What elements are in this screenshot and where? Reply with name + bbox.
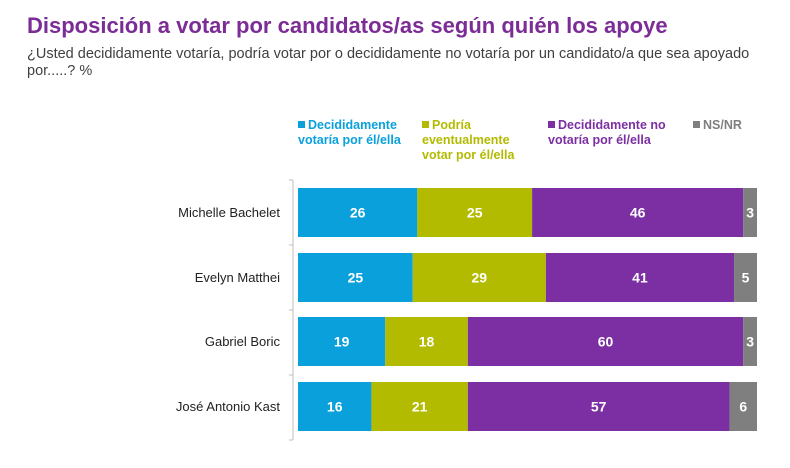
bar-segment bbox=[734, 253, 757, 302]
data-label: 46 bbox=[630, 205, 646, 221]
legend-item-decididamente-votaria: Decididamente votaría por él/ella bbox=[298, 118, 416, 148]
data-label: 3 bbox=[746, 334, 754, 350]
category-label: Evelyn Matthei bbox=[194, 269, 280, 285]
legend-swatch bbox=[298, 121, 305, 128]
bar-segment bbox=[385, 317, 468, 366]
data-label: 3 bbox=[746, 205, 754, 221]
bar-segment bbox=[298, 253, 413, 302]
data-label: 26 bbox=[350, 205, 366, 221]
bar-segment bbox=[298, 382, 372, 431]
chart-title: Disposición a votar por candidatos/as se… bbox=[27, 13, 668, 38]
legend-label: Decididamente votaría por él/ella bbox=[298, 118, 401, 147]
bar-segment bbox=[298, 188, 418, 237]
legend-item-no-votaria: Decididamente no votaría por él/ella bbox=[548, 118, 688, 148]
data-label: 6 bbox=[739, 399, 747, 415]
bar-segment bbox=[545, 253, 735, 302]
data-label: 25 bbox=[348, 270, 364, 286]
bar-segment bbox=[743, 188, 757, 237]
data-label: 41 bbox=[632, 270, 648, 286]
bar-segment bbox=[467, 382, 730, 431]
chart-subtitle: ¿Usted decididamente votaría, podría vot… bbox=[27, 46, 750, 79]
category-label: Gabriel Boric bbox=[204, 333, 280, 349]
bar-segment bbox=[412, 253, 546, 302]
category-label: Michelle Bachelet bbox=[178, 204, 280, 220]
legend-item-podria-votar: Podría eventualmente votar por él/ella bbox=[422, 118, 542, 163]
legend-label: NS/NR bbox=[703, 118, 742, 132]
data-label: 57 bbox=[591, 399, 607, 415]
legend-swatch bbox=[548, 121, 555, 128]
data-label: 29 bbox=[472, 270, 488, 286]
data-label: 21 bbox=[412, 399, 428, 415]
data-label: 60 bbox=[598, 334, 614, 350]
legend-label: Podría eventualmente votar por él/ella bbox=[422, 118, 515, 162]
category-label: José Antonio Kast bbox=[175, 398, 280, 414]
bar-segment bbox=[371, 382, 468, 431]
legend-label: Decididamente no votaría por él/ella bbox=[548, 118, 666, 147]
bar-segment bbox=[467, 317, 744, 366]
bar-segment bbox=[417, 188, 533, 237]
legend-swatch bbox=[422, 121, 429, 128]
bar-segment bbox=[743, 317, 757, 366]
data-label: 18 bbox=[419, 334, 435, 350]
bar-segment bbox=[532, 188, 744, 237]
legend-swatch bbox=[693, 121, 700, 128]
legend-item-nsnr: NS/NR bbox=[693, 118, 763, 133]
data-label: 25 bbox=[467, 205, 483, 221]
data-label: 19 bbox=[334, 334, 350, 350]
data-label: 16 bbox=[327, 399, 343, 415]
bar-segment bbox=[729, 382, 757, 431]
bar-segment bbox=[298, 317, 386, 366]
data-label: 5 bbox=[742, 270, 750, 286]
